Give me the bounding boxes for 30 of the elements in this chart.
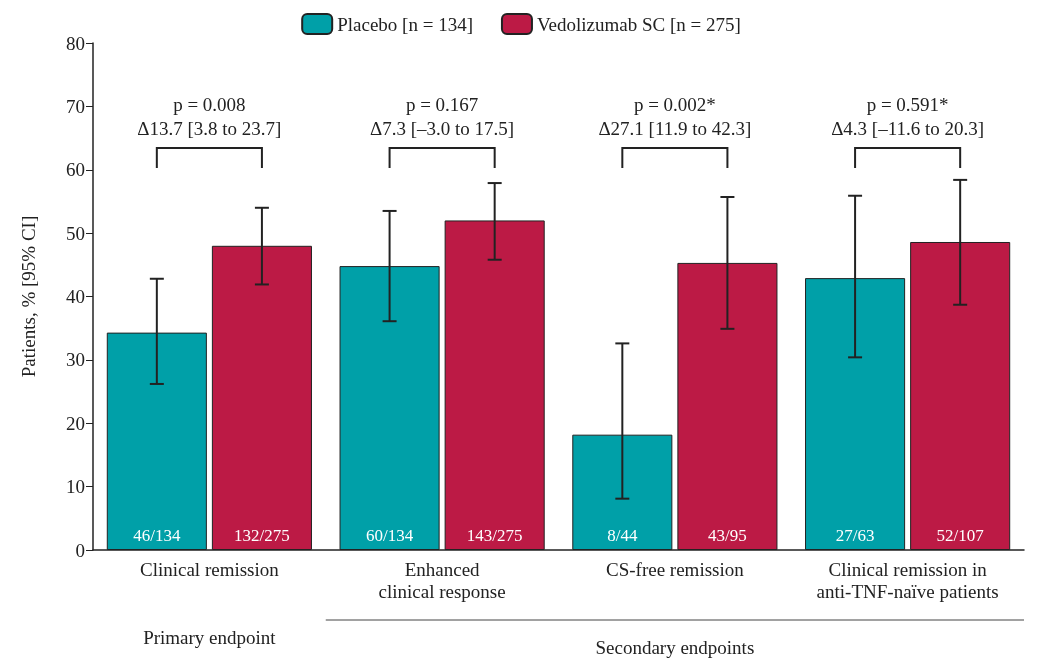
y-tick-label: 20 <box>66 412 85 434</box>
x-tick-label: CS-free remission <box>606 558 745 580</box>
data-label: 143/275 <box>466 526 523 545</box>
annotation: p = 0.591* Δ4.3 [–11.6 to 20.3] <box>831 93 985 139</box>
y-tick-label: 60 <box>66 159 85 181</box>
text: Secondary endpoints <box>595 637 755 658</box>
y-tick-label: 30 <box>66 349 85 371</box>
data-label: 27/63 <box>835 526 875 545</box>
text: Primary endpoint <box>143 627 277 648</box>
legend-label: Vedolizumab SC [n = 275] <box>536 13 741 35</box>
x-tick-label: Enhanced clinical response <box>378 558 506 602</box>
y-tick-label: 80 <box>66 32 85 54</box>
y-tick-label: 40 <box>66 286 85 307</box>
x-tick-label: Clinical remission in anti-TNF-naïve patients <box>816 558 999 602</box>
data-label: 52/107 <box>936 526 985 545</box>
annotation: p = 0.008 Δ13.7 [3.8 to 23.7] <box>137 93 282 139</box>
data-label: 60/134 <box>365 526 414 545</box>
y-tick-label: 70 <box>66 95 85 117</box>
data-label: 8/44 <box>607 526 638 545</box>
y-tick-label: 50 <box>66 222 85 244</box>
data-label: 43/95 <box>708 526 747 545</box>
y-axis-title: Patients, % [95% CI] <box>18 215 39 378</box>
data-label: 132/275 <box>234 526 290 545</box>
y-tick-label: 0 <box>75 539 85 561</box>
data-label: 46/134 <box>133 526 181 545</box>
legend-label: Placebo [n = 134] <box>337 13 473 35</box>
annotation: p = 0.167 Δ7.3 [–3.0 to 17.5] <box>370 93 515 139</box>
annotation: p = 0.002* Δ27.1 [11.9 to 42.3] <box>598 93 752 139</box>
x-tick-label: Clinical remission <box>139 558 280 580</box>
y-tick-label: 10 <box>66 476 85 498</box>
